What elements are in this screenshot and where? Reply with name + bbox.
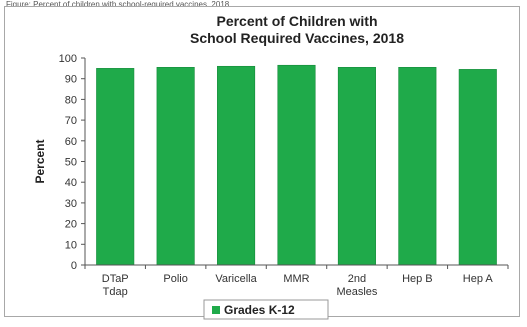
y-tick-label: 70 <box>65 115 77 127</box>
legend-box <box>203 299 329 320</box>
y-tick-label: 60 <box>65 136 77 148</box>
y-tick-label: 50 <box>65 157 77 169</box>
legend: Grades K-12 <box>203 299 329 320</box>
y-tick-label: 100 <box>59 53 77 65</box>
bar <box>217 65 256 266</box>
x-tick-label: Measles <box>336 286 377 298</box>
bar <box>96 68 135 266</box>
x-tick-label: Hep B <box>402 273 433 285</box>
x-tick-label: Varicella <box>215 273 257 285</box>
figure-caption: Figure: Percent of children with school-… <box>6 0 230 9</box>
y-tick-label: 20 <box>65 219 77 231</box>
chart-title-line: Percent of Children with <box>216 13 377 29</box>
y-tick-label: 80 <box>65 94 77 106</box>
legend-label: Grades K-12 <box>224 303 295 317</box>
y-axis: 0 10 20 30 40 50 60 70 80 90 100 Percent <box>33 53 86 272</box>
x-tick-label: Hep A <box>463 273 494 285</box>
bars <box>96 64 497 266</box>
bar <box>337 67 376 266</box>
bar <box>398 67 437 266</box>
x-tick-label: DTaP <box>102 273 129 285</box>
bar <box>277 64 316 266</box>
legend-swatch <box>212 306 220 314</box>
chart-title-line: School Required Vaccines, 2018 <box>190 30 404 46</box>
x-tick-label: Polio <box>163 273 187 285</box>
bar <box>156 67 195 266</box>
y-axis-label: Percent <box>33 139 47 183</box>
y-tick-label: 40 <box>65 177 77 189</box>
x-tick-label: 2nd <box>348 273 366 285</box>
y-tick-label: 10 <box>65 239 77 251</box>
y-tick-label: 30 <box>65 198 77 210</box>
y-tick-label: 90 <box>65 74 77 86</box>
x-tick-label: MMR <box>283 273 309 285</box>
y-tick-label: 0 <box>71 260 77 272</box>
bar <box>458 69 497 266</box>
x-tick-label: Tdap <box>103 286 128 298</box>
